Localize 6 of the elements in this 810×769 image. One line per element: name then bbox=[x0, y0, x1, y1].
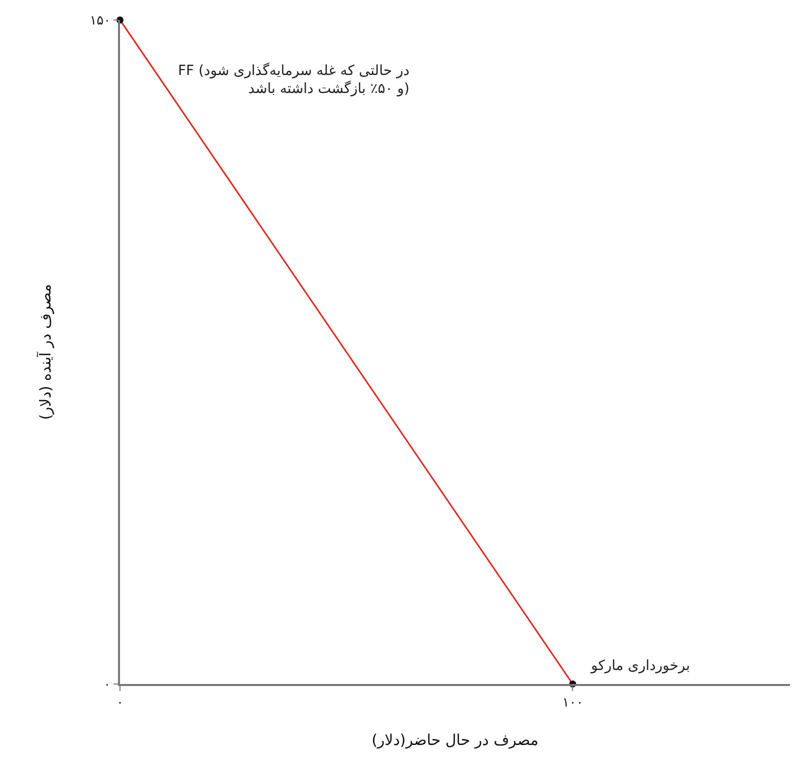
y-axis-title: مصرف در آینده (دلار) bbox=[35, 284, 54, 420]
x-axis-title: مصرف در حال حاضر(دلار) bbox=[372, 730, 538, 749]
y-tick-label: ۱۵۰ bbox=[90, 14, 111, 29]
x-tick-label: ۱۰۰ bbox=[562, 695, 584, 710]
annotation: FF (در حالتی که غله سرمایه‌گذاری شود و ۵۰٪ بازگشت داشته باشد) bbox=[178, 62, 410, 98]
annotation: برخورداری مارکو bbox=[590, 658, 690, 674]
